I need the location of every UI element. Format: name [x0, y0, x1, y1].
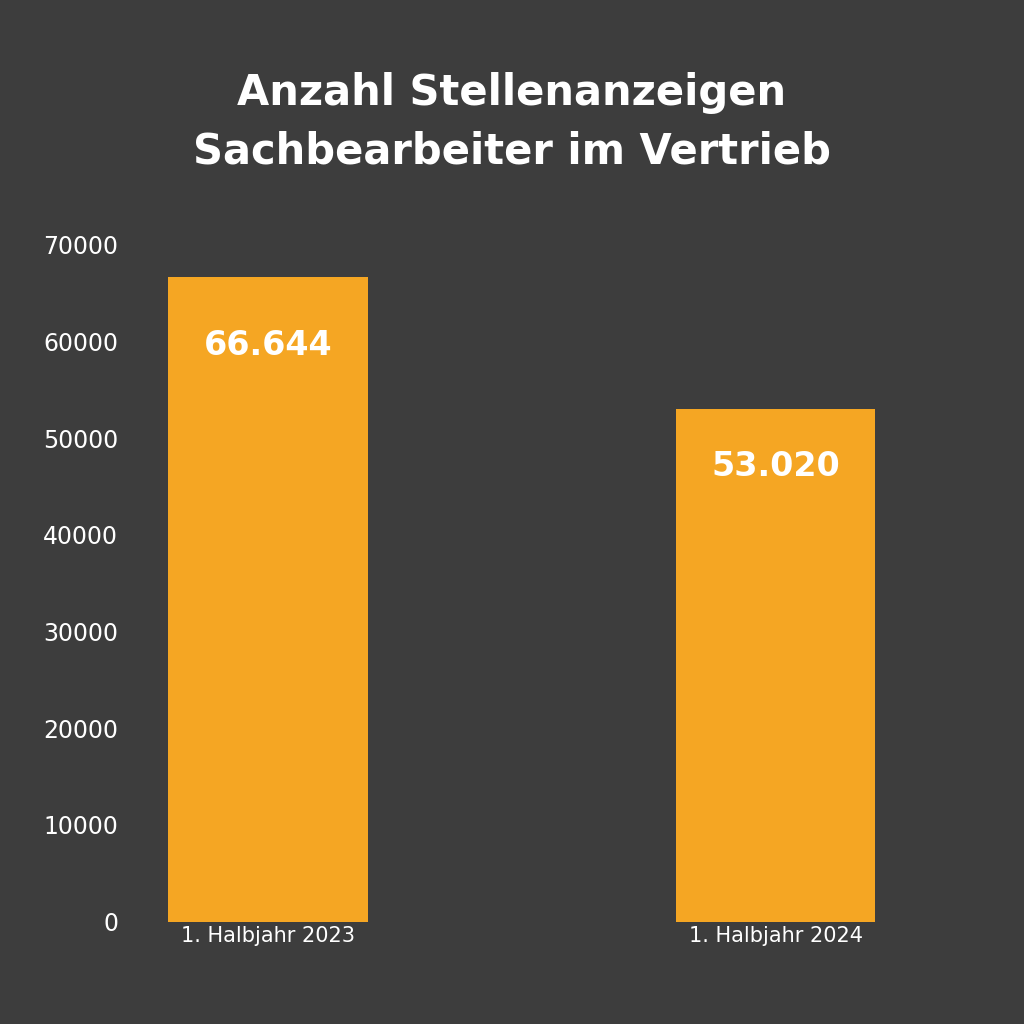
Text: 53.020: 53.020	[712, 450, 840, 483]
Bar	[676, 409, 876, 922]
Text: 66.644: 66.644	[204, 329, 332, 361]
Text: Anzahl Stellenanzeigen
Sachbearbeiter im Vertrieb: Anzahl Stellenanzeigen Sachbearbeiter im…	[193, 72, 831, 172]
Bar	[168, 278, 368, 922]
